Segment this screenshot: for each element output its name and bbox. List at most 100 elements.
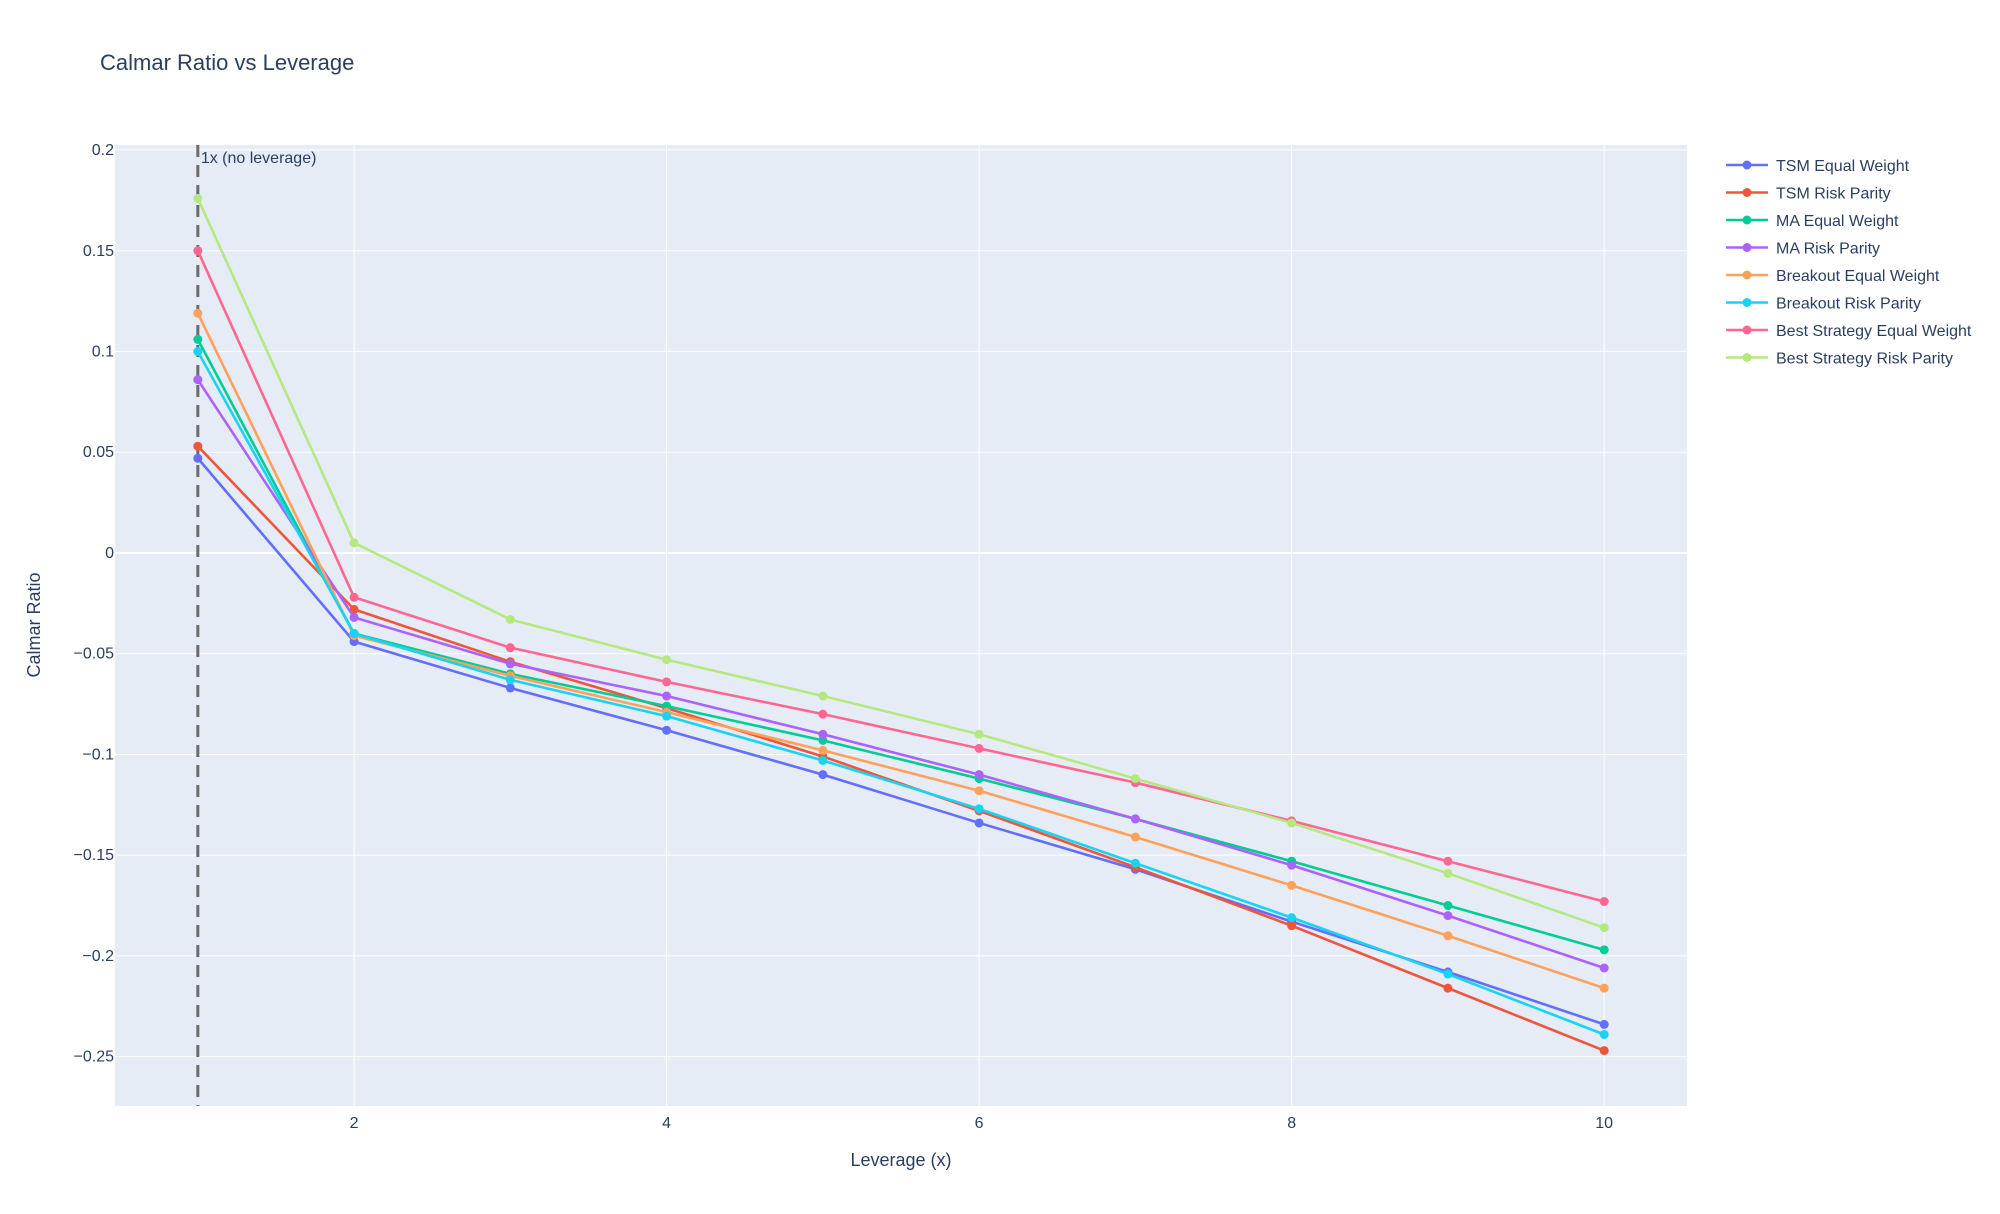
legend-label: TSM Risk Parity xyxy=(1776,186,1891,203)
legend-swatch-marker xyxy=(1742,298,1752,307)
data-point xyxy=(1443,911,1453,921)
y-tick-label: 0.15 xyxy=(83,243,114,260)
legend-swatch-marker xyxy=(1742,188,1752,197)
legend-item[interactable]: MA Equal Weight xyxy=(1726,213,1899,230)
x-tick-label: 2 xyxy=(350,1115,359,1132)
x-tick-label: 8 xyxy=(1287,1115,1296,1132)
y-tick-label: −0.2 xyxy=(82,948,114,965)
data-point xyxy=(1443,856,1453,866)
data-point xyxy=(1130,814,1140,824)
legend-item[interactable]: Breakout Equal Weight xyxy=(1726,268,1940,285)
legend-label: Best Strategy Equal Weight xyxy=(1776,323,1972,340)
series-line xyxy=(196,350,1605,1036)
series-3 xyxy=(193,375,1609,973)
data-point xyxy=(349,629,359,639)
series-layer xyxy=(193,193,1609,1056)
x-tick-label: 6 xyxy=(975,1115,984,1132)
data-point xyxy=(818,745,828,755)
data-point xyxy=(974,770,984,780)
legend-item[interactable]: Best Strategy Equal Weight xyxy=(1726,323,1972,340)
legend-swatch-marker xyxy=(1742,243,1752,252)
legend-swatch-marker xyxy=(1742,160,1752,170)
data-point xyxy=(974,818,984,828)
data-point xyxy=(662,677,672,687)
data-point xyxy=(818,709,828,719)
series-5 xyxy=(193,347,1609,1039)
data-point xyxy=(1443,868,1453,878)
data-point xyxy=(1443,983,1453,993)
legend-swatch-marker xyxy=(1742,353,1752,362)
y-tick-labels: 0.2 0.15 0.1 0.05 0 −0.05 −0.1 −0.15 −0.2 −0.25 xyxy=(74,142,115,1066)
data-point xyxy=(349,592,359,602)
x-tick-labels: 2 4 6 8 10 xyxy=(350,1115,1614,1132)
data-point xyxy=(1130,858,1140,868)
x-tick-label: 4 xyxy=(662,1115,671,1132)
data-point xyxy=(349,538,359,548)
data-point xyxy=(193,441,203,451)
data-point xyxy=(818,770,828,780)
data-point xyxy=(193,375,203,385)
y-tick-label: 0.05 xyxy=(83,444,114,461)
series-line xyxy=(196,250,1605,903)
legend-label: MA Equal Weight xyxy=(1776,213,1899,230)
legend-label: Best Strategy Risk Parity xyxy=(1776,351,1953,368)
data-point xyxy=(662,655,672,665)
data-point xyxy=(505,614,515,624)
data-point xyxy=(1130,774,1140,784)
y-tick-label: 0.1 xyxy=(92,344,114,361)
legend-label: MA Risk Parity xyxy=(1776,241,1880,258)
data-point xyxy=(193,334,203,344)
data-point xyxy=(974,786,984,796)
legend-swatch-marker xyxy=(1742,325,1752,335)
legend-item[interactable]: Best Strategy Risk Parity xyxy=(1726,351,1953,368)
series-line xyxy=(196,378,1605,970)
y-tick-label: −0.1 xyxy=(82,746,114,763)
data-point xyxy=(505,675,515,685)
x-axis-title: Leverage (x) xyxy=(850,1150,951,1170)
data-point xyxy=(1599,945,1609,955)
y-tick-label: −0.25 xyxy=(74,1049,115,1066)
data-point xyxy=(1287,860,1297,870)
data-point xyxy=(505,683,515,693)
data-point xyxy=(1599,923,1609,933)
data-point xyxy=(505,643,515,653)
data-point xyxy=(193,193,203,203)
data-point xyxy=(193,308,203,318)
data-point xyxy=(974,743,984,753)
data-point xyxy=(349,612,359,622)
legend-item[interactable]: MA Risk Parity xyxy=(1726,241,1880,258)
y-tick-label: −0.05 xyxy=(74,646,115,663)
x-tick-label: 10 xyxy=(1595,1115,1613,1132)
grid-layer xyxy=(115,145,1687,1106)
data-point xyxy=(1599,897,1609,907)
annotation-label: 1x (no leverage) xyxy=(201,150,317,167)
data-point xyxy=(193,453,203,463)
data-point xyxy=(1443,931,1453,941)
data-point xyxy=(1287,913,1297,923)
data-point xyxy=(193,347,203,357)
y-tick-label: 0 xyxy=(105,545,114,562)
legend-item[interactable]: TSM Equal Weight xyxy=(1726,158,1910,175)
y-tick-label: 0.2 xyxy=(92,142,114,159)
chart-title: Calmar Ratio vs Leverage xyxy=(100,50,354,75)
annotation-layer: 1x (no leverage) xyxy=(196,145,317,1106)
data-point xyxy=(974,804,984,814)
data-point xyxy=(662,691,672,701)
data-point xyxy=(1599,963,1609,973)
legend-label: TSM Equal Weight xyxy=(1776,158,1910,175)
series-7 xyxy=(193,193,1609,933)
data-point xyxy=(1599,1019,1609,1029)
series-line xyxy=(196,338,1605,952)
data-point xyxy=(1130,832,1140,842)
legend-label: Breakout Risk Parity xyxy=(1776,296,1921,313)
data-point xyxy=(1599,1046,1609,1056)
data-point xyxy=(662,725,672,735)
data-point xyxy=(1443,901,1453,911)
legend-item[interactable]: TSM Risk Parity xyxy=(1726,186,1891,203)
legend-item[interactable]: Breakout Risk Parity xyxy=(1726,296,1921,313)
data-point xyxy=(662,711,672,721)
data-point xyxy=(1287,880,1297,890)
data-point xyxy=(193,246,203,256)
data-point xyxy=(1443,969,1453,979)
